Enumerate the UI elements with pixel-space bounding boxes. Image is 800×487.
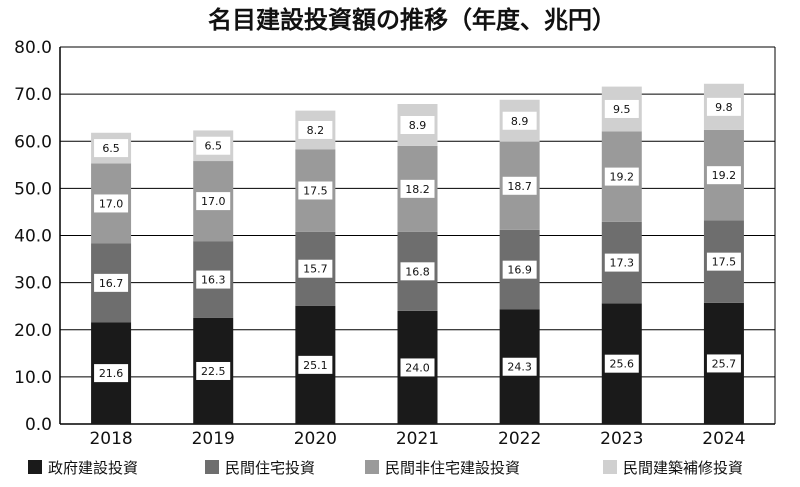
x-tick-label: 2024: [702, 429, 745, 449]
data-label: 19.2: [610, 171, 635, 184]
data-label: 25.7: [712, 357, 737, 370]
data-label-box: [298, 259, 333, 278]
data-labels: 21.6 16.7 17.0 6.5 22.5 16.3 17.0 6.5 25.1 15.7 17…: [94, 97, 741, 383]
data-label: 6.5: [204, 140, 222, 153]
data-label-box: [94, 273, 129, 292]
data-label-box: [502, 111, 537, 130]
data-label: 9.5: [613, 103, 631, 116]
legend-swatch: [28, 460, 42, 474]
data-label-box: [94, 194, 129, 213]
data-label-box: [298, 120, 333, 139]
data-label: 25.1: [303, 359, 328, 372]
data-label: 8.2: [307, 124, 325, 137]
data-label-box: [502, 176, 537, 195]
y-tick-label: 40.0: [14, 227, 52, 247]
data-label-box: [604, 354, 639, 373]
y-tick-label: 20.0: [14, 321, 52, 341]
data-label-box: [400, 262, 435, 281]
data-label: 19.2: [712, 169, 737, 182]
data-label-box: [706, 166, 741, 185]
x-tick-label: 2018: [89, 429, 132, 449]
y-tick-label: 70.0: [14, 85, 52, 105]
legend-swatch: [205, 460, 219, 474]
data-label: 16.8: [405, 265, 430, 278]
y-tick-label: 50.0: [14, 179, 52, 199]
y-tick-label: 0.0: [25, 415, 52, 435]
data-label-box: [604, 99, 639, 118]
x-tick-label: 2023: [600, 429, 643, 449]
data-label: 17.0: [201, 195, 226, 208]
data-label-box: [604, 167, 639, 186]
data-label: 17.5: [303, 184, 328, 197]
data-label-box: [196, 361, 231, 380]
data-label: 8.9: [511, 115, 529, 128]
data-label-box: [706, 252, 741, 271]
data-label-box: [706, 97, 741, 116]
data-label-box: [400, 115, 435, 134]
chart-title: 名目建設投資額の推移（年度、兆円）: [208, 6, 616, 34]
data-label: 25.6: [610, 358, 635, 371]
data-label-box: [400, 358, 435, 377]
data-label: 6.5: [102, 142, 120, 155]
y-tick-label: 80.0: [14, 38, 52, 58]
x-tick-label: 2022: [498, 429, 541, 449]
data-label: 16.9: [507, 264, 532, 277]
legend-label: 民間非住宅建設投資: [385, 459, 520, 477]
data-label-box: [196, 192, 231, 211]
data-label: 22.5: [201, 365, 226, 378]
legend-swatch: [603, 460, 617, 474]
x-tick-label: 2019: [192, 429, 235, 449]
y-tick-label: 30.0: [14, 274, 52, 294]
data-label-box: [706, 354, 741, 373]
data-label: 16.3: [201, 274, 226, 287]
legend-label: 民間住宅投資: [225, 459, 315, 477]
legend-swatch: [365, 460, 379, 474]
x-axis-ticks: 2018 2019 2020 2021 2022 2023 2024: [89, 429, 745, 449]
data-label-box: [502, 260, 537, 279]
x-tick-label: 2021: [396, 429, 439, 449]
data-label-box: [94, 139, 129, 158]
data-label-box: [94, 364, 129, 383]
data-label-box: [298, 181, 333, 200]
data-label: 9.8: [715, 101, 733, 114]
data-label: 8.9: [409, 119, 427, 132]
data-label: 16.7: [99, 277, 124, 290]
data-label-box: [196, 270, 231, 289]
y-tick-label: 60.0: [14, 132, 52, 152]
data-label: 17.5: [712, 256, 737, 269]
data-label-box: [298, 355, 333, 374]
data-label: 24.3: [507, 361, 532, 374]
data-label: 17.3: [610, 257, 635, 270]
legend-label: 民間建築補修投資: [623, 459, 743, 477]
data-label: 21.6: [99, 367, 124, 380]
data-label: 24.0: [405, 361, 430, 374]
legend-label: 政府建設投資: [48, 459, 138, 477]
data-label-box: [604, 253, 639, 272]
data-label-box: [196, 136, 231, 155]
data-label: 18.2: [405, 183, 430, 196]
y-tick-label: 10.0: [14, 368, 52, 388]
data-label-box: [502, 357, 537, 376]
y-axis-ticks: 0.0 10.0 20.0 30.0 40.0 50.0 60.0 70.0 80.0: [14, 38, 52, 435]
legend: 政府建設投資 民間住宅投資 民間非住宅建設投資 民間建築補修投資: [28, 459, 743, 477]
data-label-box: [400, 179, 435, 198]
data-label: 18.7: [507, 180, 532, 193]
data-label: 17.0: [99, 197, 124, 210]
x-tick-label: 2020: [294, 429, 337, 449]
data-label: 15.7: [303, 263, 328, 276]
